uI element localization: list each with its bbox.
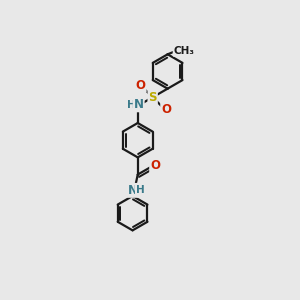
Text: O: O [150,159,160,172]
Text: H: H [136,185,145,195]
Text: O: O [161,103,171,116]
Text: O: O [136,79,146,92]
Text: N: N [128,184,138,197]
Text: CH₃: CH₃ [174,46,195,56]
Text: H: H [127,100,136,110]
Text: N: N [134,98,144,111]
Text: S: S [148,91,157,104]
